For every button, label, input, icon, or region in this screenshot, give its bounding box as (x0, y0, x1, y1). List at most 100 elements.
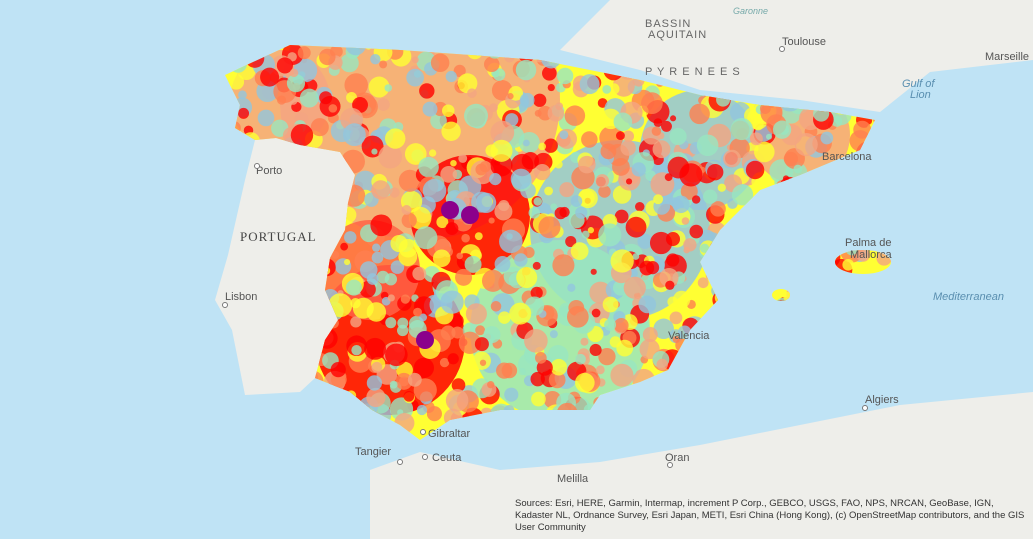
raster-cell (398, 169, 421, 192)
city-dot (222, 302, 228, 308)
raster-cell (610, 363, 634, 387)
raster-cell (376, 270, 390, 284)
attribution: Sources: Esri, HERE, Garmin, Intermap, i… (515, 498, 1025, 533)
raster-cell (623, 276, 646, 299)
raster-cell (515, 59, 537, 81)
raster-cell (754, 141, 775, 163)
raster-cell (548, 371, 566, 389)
raster-cell (523, 139, 530, 147)
raster-cell (494, 256, 511, 272)
raster-cell (793, 164, 803, 174)
raster-cell (683, 238, 697, 252)
raster-cell (487, 381, 495, 389)
raster-cell (286, 74, 306, 93)
raster-cell (575, 206, 588, 219)
raster-cell (414, 226, 438, 250)
raster-cell (351, 344, 362, 356)
raster-cell (419, 83, 435, 99)
raster-cell (567, 305, 589, 328)
raster-cell (390, 234, 408, 253)
raster-cell (442, 104, 455, 117)
raster-cell (445, 222, 459, 236)
raster-cell (450, 159, 457, 167)
raster-cell (549, 330, 558, 339)
raster-cell (441, 121, 461, 141)
raster-cell (464, 103, 489, 128)
raster-cell (260, 67, 280, 87)
raster-cell (436, 216, 449, 229)
raster-cell (479, 160, 491, 173)
raster-cell (416, 404, 428, 416)
raster-cell (544, 186, 553, 196)
raster-cell (384, 84, 393, 92)
raster-cell (598, 223, 622, 247)
raster-cell (451, 326, 464, 339)
raster-cell (440, 165, 458, 183)
raster-cell (330, 362, 346, 378)
raster-cell (474, 232, 483, 241)
raster-cell (344, 231, 357, 244)
place-label: Valencia (668, 330, 710, 342)
raster-cell (297, 46, 311, 60)
raster-cell (257, 109, 275, 127)
raster-cell (559, 130, 569, 140)
raster-cell (340, 53, 359, 73)
raster-cell (510, 168, 532, 190)
raster-cell (366, 387, 386, 408)
raster-cell (474, 337, 489, 352)
raster-cell (238, 90, 247, 100)
raster-cell (783, 151, 798, 167)
raster-cell (567, 283, 576, 292)
raster-cell (710, 201, 726, 217)
city-dot (397, 459, 403, 465)
raster-cell (689, 224, 704, 239)
raster-cell (656, 358, 668, 371)
raster-cell (319, 91, 333, 105)
raster-cell (371, 180, 391, 200)
raster-cell (856, 248, 871, 262)
raster-cell (387, 294, 395, 302)
raster-cell (581, 131, 598, 148)
raster-cell (645, 260, 660, 275)
raster-cell (669, 311, 683, 325)
raster-cell (366, 375, 383, 391)
raster-cell (550, 358, 568, 376)
raster-cell (831, 116, 843, 127)
raster-cell (661, 120, 672, 132)
raster-cell (371, 148, 378, 155)
city-dot (779, 46, 785, 52)
place-label: Barcelona (822, 151, 872, 163)
raster-cell (614, 209, 629, 224)
raster-cell (556, 67, 574, 85)
raster-cell (699, 243, 710, 253)
raster-cell (616, 131, 625, 141)
raster-cell (533, 93, 547, 107)
place-label: Palma de (845, 237, 891, 249)
raster-cell (614, 318, 629, 333)
raster-cell (519, 92, 535, 108)
raster-cell (794, 133, 818, 157)
raster-cell (498, 311, 511, 324)
raster-cell (598, 185, 611, 198)
raster-cell (310, 118, 329, 137)
raster-cell (352, 297, 374, 319)
raster-cell (669, 127, 687, 146)
raster-cell (538, 216, 561, 239)
raster-cell (440, 290, 464, 314)
raster-cell (853, 120, 872, 139)
raster-cell (670, 115, 677, 122)
city-dot (862, 405, 868, 411)
raster-cell (696, 134, 719, 157)
raster-cell (749, 132, 763, 146)
place-label: Ceuta (432, 452, 462, 464)
raster-cell (238, 107, 250, 119)
raster-cell (680, 182, 698, 200)
raster-cell (343, 258, 351, 266)
raster-cell (418, 156, 439, 178)
raster-cell (371, 251, 384, 264)
raster-cell (364, 337, 387, 360)
raster-cell (370, 214, 393, 237)
city-dot (667, 462, 673, 468)
raster-cell (490, 301, 502, 312)
raster-cell (385, 317, 397, 329)
